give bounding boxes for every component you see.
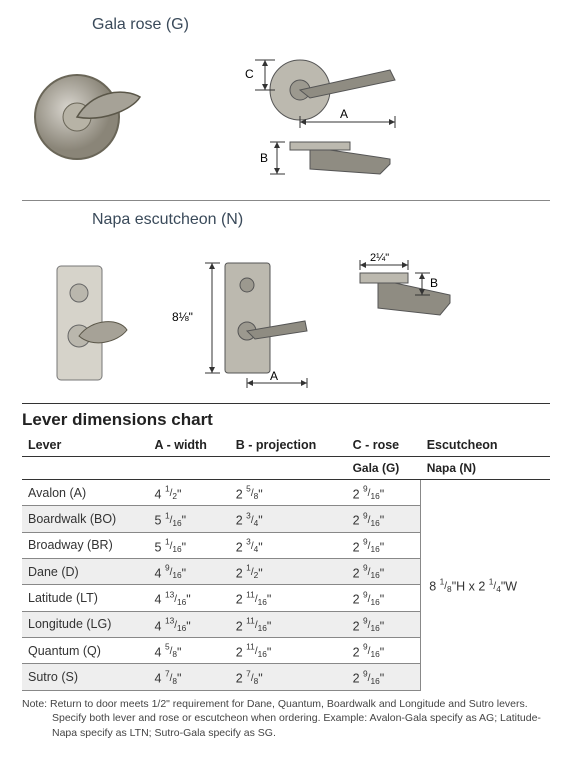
- divider: [22, 403, 550, 404]
- cell-lever: Longitude (LG): [22, 611, 149, 637]
- cell-b: 2 1/2": [230, 558, 347, 584]
- table-row: Avalon (A)4 1/2"2 5/8"2 9/16"8 1/8"H x 2…: [22, 480, 550, 506]
- dim-height-label: 8⅛": [172, 310, 193, 324]
- table-subheader-row: Gala (G) Napa (N): [22, 457, 550, 480]
- cell-c: 2 9/16": [347, 664, 421, 690]
- napa-dim-b: B: [430, 276, 438, 290]
- cell-c: 2 9/16": [347, 585, 421, 611]
- cell-lever: Avalon (A): [22, 480, 149, 506]
- product-napa: Napa escutcheon (N): [22, 200, 550, 393]
- dim-b-label: B: [260, 151, 268, 165]
- cell-lever: Dane (D): [22, 558, 149, 584]
- cell-a: 4 1/2": [149, 480, 230, 506]
- col-esc: Escutcheon: [421, 434, 550, 457]
- product-title-napa: Napa escutcheon (N): [92, 211, 550, 229]
- cell-b: 2 11/16": [230, 585, 347, 611]
- cell-lever: Broadway (BR): [22, 532, 149, 558]
- napa-photo: [22, 263, 152, 383]
- cell-c: 2 9/16": [347, 611, 421, 637]
- napa-side-diagram: 2¼" B: [330, 253, 460, 393]
- col-a: A - width: [149, 434, 230, 457]
- cell-lever: Boardwalk (BO): [22, 506, 149, 532]
- product-title-gala: Gala rose (G): [92, 16, 550, 34]
- cell-a: 5 1/16": [149, 532, 230, 558]
- cell-c: 2 9/16": [347, 532, 421, 558]
- cell-a: 4 13/16": [149, 585, 230, 611]
- sub-gala: Gala (G): [347, 457, 421, 480]
- cell-b: 2 3/4": [230, 532, 347, 558]
- napa-front-diagram: 8⅛" A: [170, 253, 320, 393]
- cell-a: 5 1/16": [149, 506, 230, 532]
- cell-b: 2 3/4": [230, 506, 347, 532]
- cell-c: 2 9/16": [347, 558, 421, 584]
- cell-c: 2 9/16": [347, 637, 421, 663]
- note-line1: Note: Return to door meets 1/2" requirem…: [22, 698, 528, 710]
- cell-a: 4 5/8": [149, 637, 230, 663]
- product-row-gala: C A B: [22, 40, 550, 194]
- product-gala: Gala rose (G): [22, 16, 550, 194]
- dimensions-table: Lever A - width B - projection C - rose …: [22, 434, 550, 691]
- cell-b: 2 7/8": [230, 664, 347, 690]
- cell-a: 4 9/16": [149, 558, 230, 584]
- gala-diagrams: C A B: [170, 40, 550, 194]
- cell-b: 2 11/16": [230, 637, 347, 663]
- gala-front-diagram: C A: [240, 40, 480, 130]
- table-header-row: Lever A - width B - projection C - rose …: [22, 434, 550, 457]
- cell-b: 2 5/8": [230, 480, 347, 506]
- note-line2: Specify both lever and rose or escutcheo…: [22, 711, 550, 740]
- escutcheon-cell: 8 1/8"H x 2 1/4"W: [421, 480, 550, 691]
- col-lever: Lever: [22, 434, 149, 457]
- col-c: C - rose: [347, 434, 421, 457]
- sub-napa: Napa (N): [421, 457, 550, 480]
- cell-b: 2 11/16": [230, 611, 347, 637]
- col-b: B - projection: [230, 434, 347, 457]
- cell-a: 4 13/16": [149, 611, 230, 637]
- dim-a-label: A: [340, 107, 348, 121]
- chart-title: Lever dimensions chart: [22, 410, 550, 430]
- cell-a: 4 7/8": [149, 664, 230, 690]
- cell-lever: Quantum (Q): [22, 637, 149, 663]
- gala-photo: [22, 57, 152, 177]
- gala-side-diagram: B: [240, 134, 480, 194]
- napa-diagrams: 8⅛" A 2¼": [170, 253, 550, 393]
- cell-lever: Latitude (LT): [22, 585, 149, 611]
- cell-c: 2 9/16": [347, 506, 421, 532]
- dim-c-label: C: [245, 67, 254, 81]
- cell-c: 2 9/16": [347, 480, 421, 506]
- footnote: Note: Return to door meets 1/2" requirem…: [22, 697, 550, 741]
- dim-width-label: 2¼": [370, 253, 389, 264]
- page: Gala rose (G): [0, 0, 572, 757]
- napa-dim-a: A: [270, 369, 278, 383]
- cell-lever: Sutro (S): [22, 664, 149, 690]
